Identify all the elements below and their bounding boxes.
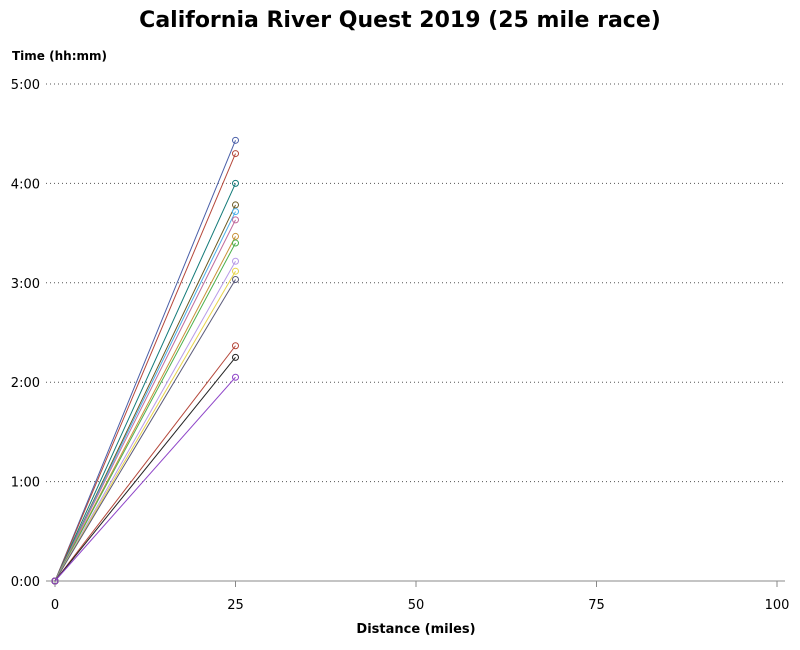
series-point [232,179,239,187]
series-line [54,270,236,582]
series-line [54,219,236,582]
chart-title: California River Quest 2019 (25 mile rac… [139,8,661,33]
series-point [232,232,239,240]
series-line [54,211,236,582]
series-point [51,577,59,585]
x-tick-label: 50 [408,598,425,613]
series-line [54,236,236,582]
y-tick-label: 0:00 [11,575,40,590]
x-tick-label: 25 [227,598,244,613]
y-tick-label: 4:00 [11,177,40,192]
y-tick-label: 1:00 [11,476,40,491]
series-line [54,183,236,582]
series-line [54,153,236,582]
series-point [232,208,239,216]
series-point [232,353,239,361]
x-tick-label: 0 [51,598,59,613]
y-tick-label: 3:00 [11,277,40,292]
series-point [232,201,239,209]
series-point [232,239,239,247]
series-line [54,376,236,582]
series-line [54,279,236,582]
series-line [54,261,236,582]
y-tick-label: 2:00 [11,376,40,391]
series-line [54,345,236,582]
series-point [232,373,239,381]
series-point [232,150,239,158]
series-line [54,357,236,582]
series-line [54,242,236,582]
x-tick-label: 75 [588,598,605,613]
series-point [232,257,239,265]
x-axis-label: Distance (miles) [356,622,476,637]
series-point [232,342,239,350]
series-point [232,136,239,144]
series-line [54,140,236,582]
y-tick-label: 5:00 [11,78,40,93]
series-point [232,267,239,275]
series-point [232,275,239,283]
series-point [232,216,239,224]
y-axis-label: Time (hh:mm) [12,49,107,63]
x-tick-label: 100 [765,598,790,613]
